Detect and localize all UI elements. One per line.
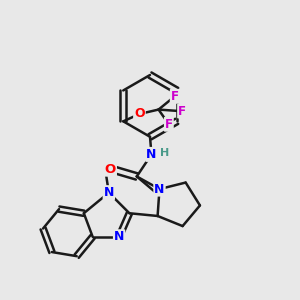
Text: F: F [165, 118, 173, 131]
Text: O: O [105, 163, 116, 176]
Text: N: N [154, 183, 165, 196]
Text: F: F [171, 90, 179, 103]
Text: N: N [114, 230, 124, 243]
Text: O: O [134, 107, 145, 121]
Text: N: N [146, 148, 157, 161]
Text: H: H [160, 148, 169, 158]
Text: N: N [103, 186, 114, 199]
Text: F: F [178, 104, 186, 118]
